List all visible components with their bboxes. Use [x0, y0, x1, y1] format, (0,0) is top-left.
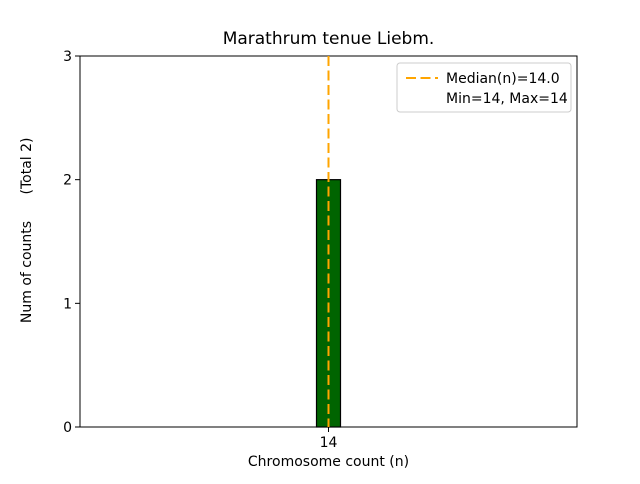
y-axis-label: Num of counts — [19, 221, 35, 323]
legend-entry-median: Median(n)=14.0 — [446, 71, 560, 87]
legend-box — [396, 62, 572, 113]
x-axis-label: Chromosome count (n) — [248, 454, 409, 470]
legend-entry-minmax: Min=14, Max=14 — [446, 91, 568, 107]
y-ticks: 0 1 2 3 — [63, 49, 80, 436]
y-tick-label: 1 — [63, 296, 72, 312]
x-ticks: 14 — [320, 427, 338, 451]
y-tick-label: 0 — [63, 420, 72, 436]
chart-title: Marathrum tenue Liebm. — [223, 29, 435, 49]
x-tick-label: 14 — [320, 435, 338, 451]
legend: Median(n)=14.0 Min=14, Max=14 — [396, 62, 572, 113]
y-tick-label: 3 — [63, 49, 72, 65]
y-tick-label: 2 — [63, 173, 72, 189]
y-axis-label-note: (Total 2) — [19, 138, 35, 195]
